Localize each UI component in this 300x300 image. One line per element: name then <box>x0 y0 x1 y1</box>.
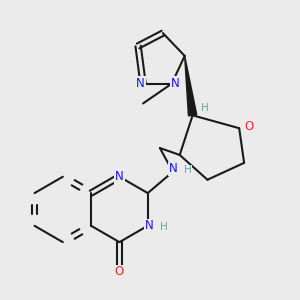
Text: N: N <box>168 162 177 175</box>
Text: N: N <box>170 77 179 90</box>
Text: N: N <box>115 170 124 183</box>
Text: O: O <box>244 120 254 133</box>
Polygon shape <box>185 56 197 116</box>
Text: N: N <box>145 219 154 232</box>
Text: N: N <box>136 77 145 90</box>
Text: H: H <box>201 103 208 113</box>
Text: H: H <box>160 222 168 232</box>
Text: O: O <box>115 266 124 278</box>
Text: H: H <box>184 165 191 175</box>
